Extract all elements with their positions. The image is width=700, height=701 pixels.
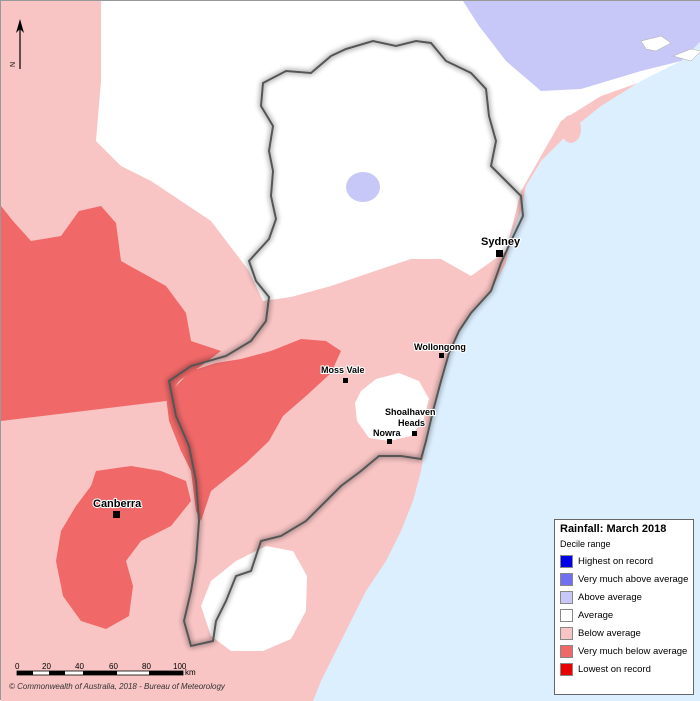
region-very-below-central bbox=[166, 339, 341, 521]
legend-swatch bbox=[560, 626, 573, 640]
city-marker-moss-vale bbox=[343, 378, 348, 383]
city-label-nowra: Nowra bbox=[373, 428, 402, 438]
region-average-shoalhaven bbox=[355, 373, 429, 441]
scale-tick-60: 60 bbox=[109, 662, 118, 671]
region-very-below-canberra bbox=[56, 466, 191, 629]
copyright-notice: © Commonwealth of Australia, 2018 - Bure… bbox=[9, 682, 225, 691]
region-average-south bbox=[201, 546, 307, 651]
legend-label: Average bbox=[578, 609, 614, 621]
scale-tick-20: 20 bbox=[42, 662, 51, 671]
city-label-shoalhaven-2: Heads bbox=[398, 418, 425, 428]
legend-label: Above average bbox=[578, 591, 642, 603]
legend-subtitle: Decile range bbox=[560, 539, 611, 549]
scale-tick-40: 40 bbox=[75, 662, 84, 671]
region-above-average-ne bbox=[463, 1, 700, 91]
north-arrow-label: N bbox=[10, 62, 17, 67]
region-below-average-coast bbox=[561, 115, 581, 143]
legend-item: Very much above average bbox=[560, 570, 688, 588]
scale-bar-seg-4 bbox=[149, 671, 183, 675]
city-marker-canberra bbox=[113, 511, 120, 518]
legend-item: Highest on record bbox=[560, 552, 688, 570]
city-shoalhaven-heads[interactable]: Shoalhaven Heads bbox=[384, 406, 437, 436]
legend-label: Very much above average bbox=[578, 573, 689, 585]
city-label-canberra: Canberra bbox=[93, 498, 142, 510]
scale-tick-0: 0 bbox=[15, 662, 20, 671]
legend-item: Lowest on record bbox=[560, 660, 688, 678]
catchment-boundary bbox=[167, 39, 525, 648]
city-label-sydney: Sydney bbox=[481, 236, 521, 248]
region-above-average-small bbox=[346, 172, 380, 202]
scale-bar-seg-2 bbox=[49, 671, 65, 675]
legend-item: Below average bbox=[560, 624, 688, 642]
city-marker-sydney bbox=[496, 250, 503, 257]
legend-item: Above average bbox=[560, 588, 688, 606]
legend-label: Highest on record bbox=[578, 555, 653, 567]
city-marker-shoalhaven-heads bbox=[412, 431, 417, 436]
legend-label: Very much below average bbox=[578, 645, 688, 657]
legend-label: Lowest on record bbox=[578, 663, 651, 675]
north-arrow: N bbox=[10, 19, 24, 69]
city-marker-wollongong bbox=[439, 353, 444, 358]
city-sydney[interactable]: Sydney bbox=[480, 235, 522, 257]
city-label-shoalhaven-1: Shoalhaven bbox=[385, 407, 436, 417]
legend: Rainfall: March 2018 Decile range Highes… bbox=[554, 519, 694, 695]
city-moss-vale[interactable]: Moss Vale bbox=[320, 364, 366, 383]
city-label-wollongong: Wollongong bbox=[414, 342, 466, 352]
scale-tick-80: 80 bbox=[142, 662, 151, 671]
coastal-islands bbox=[640, 35, 700, 62]
scale-bar: 0 20 40 60 80 100 km bbox=[15, 662, 196, 677]
north-arrow-head bbox=[16, 19, 24, 33]
region-very-below-west bbox=[1, 206, 221, 421]
legend-swatch bbox=[560, 662, 573, 676]
city-nowra[interactable]: Nowra bbox=[372, 427, 403, 444]
legend-label: Below average bbox=[578, 627, 641, 639]
scale-bar-seg-3 bbox=[83, 671, 117, 675]
legend-swatch bbox=[560, 590, 573, 604]
city-label-moss-vale: Moss Vale bbox=[321, 365, 365, 375]
legend-swatch bbox=[560, 608, 573, 622]
city-marker-nowra bbox=[387, 439, 392, 444]
legend-title: Rainfall: March 2018 bbox=[560, 523, 667, 535]
legend-item: Average bbox=[560, 606, 688, 624]
city-canberra[interactable]: Canberra bbox=[92, 497, 143, 518]
scale-tick-100: 100 bbox=[173, 662, 187, 671]
city-wollongong[interactable]: Wollongong bbox=[413, 341, 467, 358]
scale-unit: km bbox=[185, 668, 196, 677]
legend-swatch bbox=[560, 554, 573, 568]
legend-item: Very much below average bbox=[560, 642, 688, 660]
legend-swatch bbox=[560, 572, 573, 586]
scale-bar-seg-1 bbox=[17, 671, 33, 675]
legend-swatch bbox=[560, 644, 573, 658]
